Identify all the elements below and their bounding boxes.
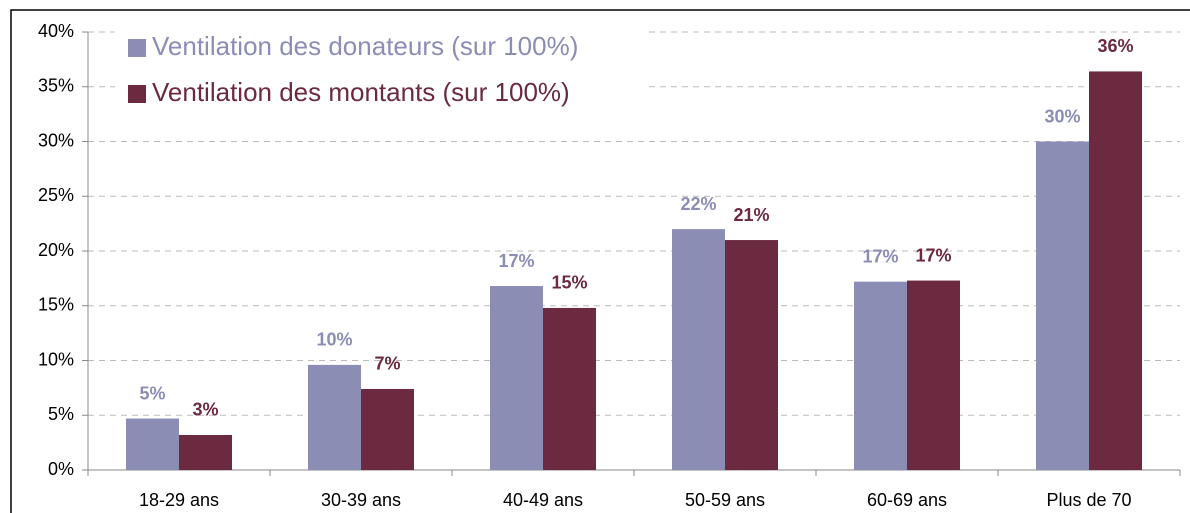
legend-label: Ventilation des montants (sur 100%)	[152, 77, 570, 107]
value-label: 30%	[1044, 106, 1080, 126]
bar	[490, 286, 543, 470]
value-label: 22%	[680, 194, 716, 214]
x-tick-label: 18-29 ans	[139, 490, 219, 510]
y-tick-label: 0%	[48, 459, 74, 479]
y-tick-label: 40%	[38, 21, 74, 41]
bar	[308, 364, 361, 470]
bar	[907, 280, 960, 470]
x-tick-label: Plus de 70	[1046, 490, 1131, 510]
x-tick-label: 40-49 ans	[503, 490, 583, 510]
y-tick-label: 30%	[38, 130, 74, 150]
legend-swatch	[128, 85, 146, 103]
x-tick-label: 30-39 ans	[321, 490, 401, 510]
x-tick-label: 50-59 ans	[685, 490, 765, 510]
bar	[361, 388, 414, 470]
y-tick-label: 35%	[38, 76, 74, 96]
value-label: 10%	[316, 330, 352, 350]
value-label: 15%	[551, 273, 587, 293]
y-tick-label: 20%	[38, 240, 74, 260]
value-label: 17%	[915, 245, 951, 265]
value-label: 3%	[192, 400, 218, 420]
legend-background	[115, 28, 645, 116]
bar	[1089, 71, 1142, 471]
legend-label: Ventilation des donateurs (sur 100%)	[152, 31, 578, 61]
bar	[179, 434, 232, 470]
y-tick-label: 5%	[48, 404, 74, 424]
value-label: 36%	[1097, 36, 1133, 56]
y-tick-label: 25%	[38, 185, 74, 205]
x-tick-label: 60-69 ans	[867, 490, 947, 510]
value-label: 7%	[374, 354, 400, 374]
y-tick-label: 10%	[38, 349, 74, 369]
y-tick-label: 15%	[38, 295, 74, 315]
value-label: 17%	[498, 251, 534, 271]
bar	[126, 418, 179, 470]
value-label: 21%	[733, 205, 769, 225]
bar	[672, 229, 725, 470]
bar	[854, 281, 907, 470]
value-label: 5%	[139, 383, 165, 403]
bar	[1036, 141, 1089, 470]
legend-swatch	[128, 39, 146, 57]
bar	[725, 240, 778, 470]
bar	[543, 307, 596, 470]
value-label: 17%	[862, 246, 898, 266]
frame	[10, 9, 1190, 513]
